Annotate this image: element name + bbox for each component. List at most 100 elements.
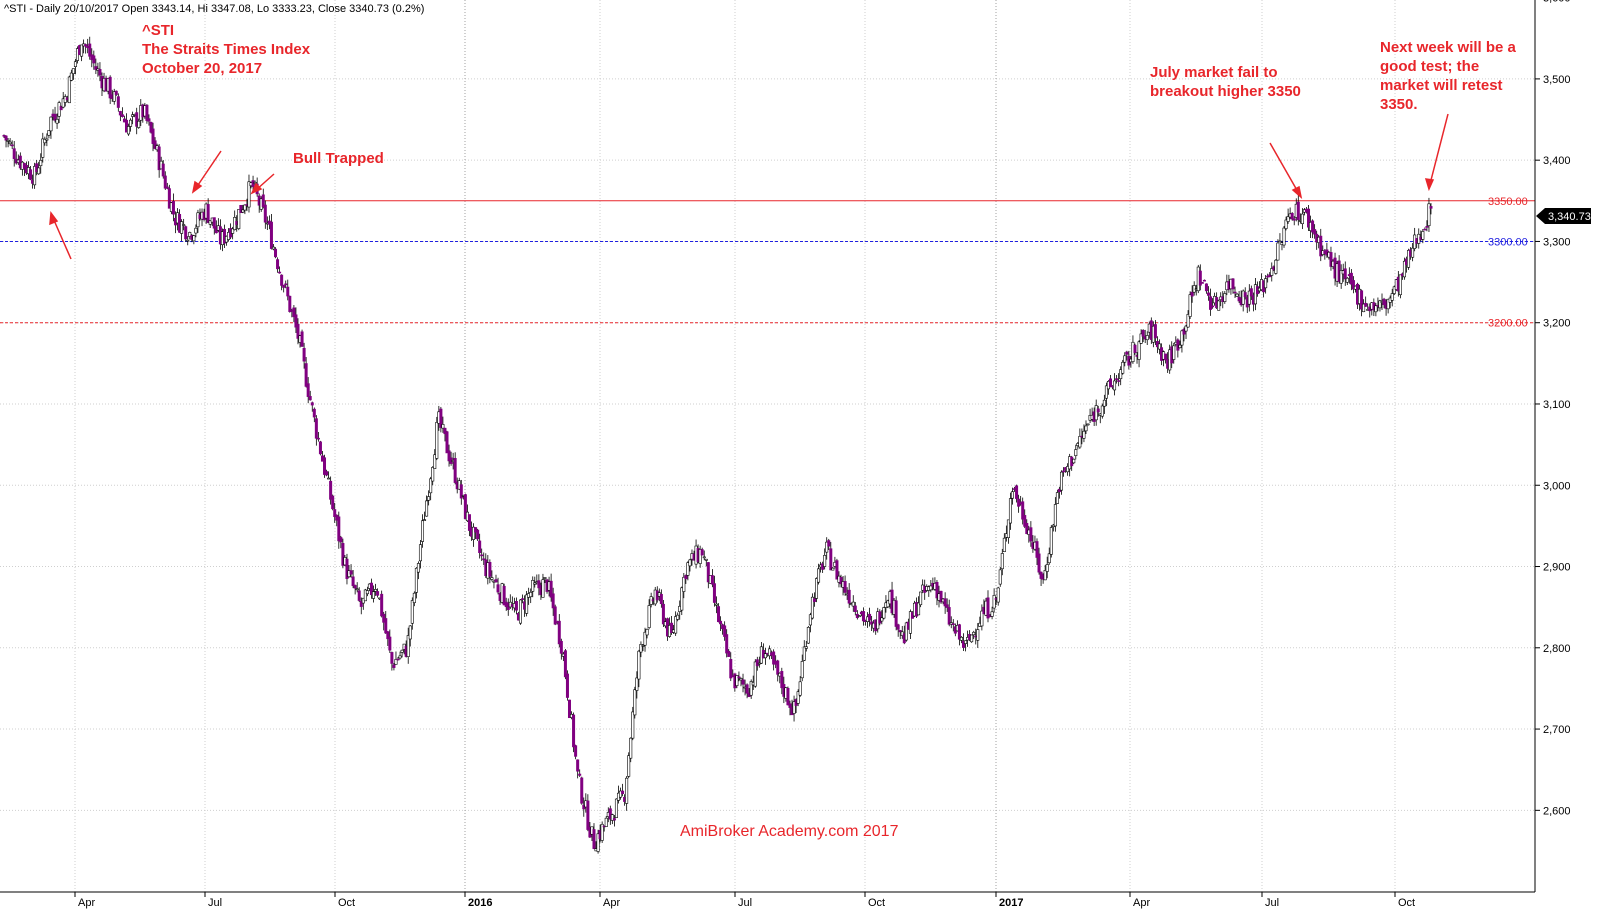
candle-body: [153, 140, 157, 149]
annotation-next-week-line4: 3350.: [1380, 96, 1418, 113]
candle-body: [331, 495, 335, 510]
candle-body: [482, 558, 486, 561]
last-price-tag-shape: [1536, 208, 1591, 224]
candle-body: [194, 227, 198, 234]
candle-body: [423, 519, 427, 521]
annotation-title-symbol: ^STI: [142, 22, 174, 39]
candle-body: [374, 589, 378, 592]
candle-body: [1276, 242, 1280, 261]
candle-body: [435, 422, 439, 459]
candle-body: [33, 166, 37, 186]
candle-body: [171, 201, 175, 215]
xtick-label: Apr: [603, 897, 620, 909]
candle-body: [825, 541, 829, 553]
candle-body: [261, 194, 265, 207]
candle-body: [386, 631, 390, 640]
candle-body: [780, 671, 784, 689]
candle-body: [353, 585, 357, 589]
candle-body: [212, 217, 216, 229]
level-label-3200: 3200.00: [1488, 318, 1528, 330]
candle-body: [372, 591, 376, 599]
candle-body: [241, 209, 245, 213]
candle-body: [1115, 378, 1119, 380]
candle-body: [1096, 408, 1100, 413]
candle-body: [1231, 278, 1235, 290]
candle-body: [10, 144, 14, 147]
level-label-3350: 3350.00: [1488, 196, 1528, 208]
candle-body: [641, 645, 645, 647]
candle-body: [670, 622, 674, 633]
annotation-next-week-line3: market will retest: [1380, 77, 1503, 94]
candle-body: [1202, 279, 1206, 282]
candle-body: [882, 607, 886, 619]
candle-body: [186, 239, 190, 242]
candle-body: [949, 622, 953, 625]
candle-body: [1119, 369, 1123, 380]
candle-body: [1094, 405, 1098, 421]
candle-body: [318, 441, 322, 455]
candle-body: [576, 759, 580, 772]
candle-body: [1180, 330, 1184, 346]
candle-body: [749, 681, 753, 696]
ytick-label: 3,400: [1543, 155, 1571, 167]
candle-body: [284, 283, 288, 286]
candle-body: [439, 408, 443, 428]
candle-body: [1307, 208, 1311, 228]
candlestick-series: [2, 36, 1433, 854]
candle-body: [1319, 235, 1323, 257]
candle-body: [182, 224, 186, 226]
candle-body: [1123, 355, 1127, 363]
candle-body: [757, 662, 761, 665]
candle-body: [345, 558, 349, 579]
candle-body: [296, 323, 300, 339]
candle-body: [1429, 206, 1433, 209]
candle-body: [1223, 293, 1227, 302]
candle-body: [92, 55, 96, 64]
candle-body: [661, 603, 665, 625]
candle-body: [729, 658, 733, 679]
candle-body: [939, 590, 943, 603]
watermark: AmiBroker Academy.com 2017: [680, 823, 899, 840]
candle-body: [184, 226, 188, 240]
candle-body: [145, 104, 149, 121]
candle-body: [120, 114, 124, 117]
candle-body: [972, 631, 976, 636]
candle-body: [1190, 291, 1194, 297]
candle-body: [710, 575, 714, 585]
ytick-label: 2,900: [1543, 562, 1571, 574]
candle-body: [55, 118, 59, 124]
candle-body: [1000, 553, 1004, 570]
candle-body: [496, 584, 500, 593]
candle-body: [853, 605, 857, 612]
candle-body: [47, 130, 51, 136]
candle-body: [894, 600, 898, 627]
candle-body: [1100, 405, 1104, 417]
candle-body: [990, 611, 994, 617]
candle-body: [806, 626, 810, 644]
candle-body: [851, 601, 855, 607]
candle-body: [304, 363, 308, 387]
candle-body: [610, 814, 614, 821]
candle-body: [1209, 296, 1213, 310]
candle-body: [1300, 213, 1304, 225]
candle-body: [1188, 294, 1192, 317]
candle-body: [676, 614, 680, 620]
candle-body: [986, 597, 990, 619]
candle-body: [741, 679, 745, 685]
candle-body: [73, 61, 77, 67]
candle-body: [280, 274, 284, 286]
candle-body: [929, 585, 933, 591]
candle-body: [1006, 519, 1010, 539]
candle-body: [839, 577, 843, 585]
candle-body: [355, 588, 359, 591]
arrow-july-top-head: [1291, 185, 1303, 200]
candle-body: [810, 596, 814, 619]
candle-body: [829, 548, 833, 571]
candle-body: [4, 135, 8, 141]
candle-body: [410, 600, 414, 624]
candle-body: [712, 583, 716, 603]
candle-body: [310, 402, 314, 406]
candle-body: [1125, 351, 1129, 355]
candle-body: [1243, 292, 1247, 298]
candle-body: [827, 540, 831, 547]
